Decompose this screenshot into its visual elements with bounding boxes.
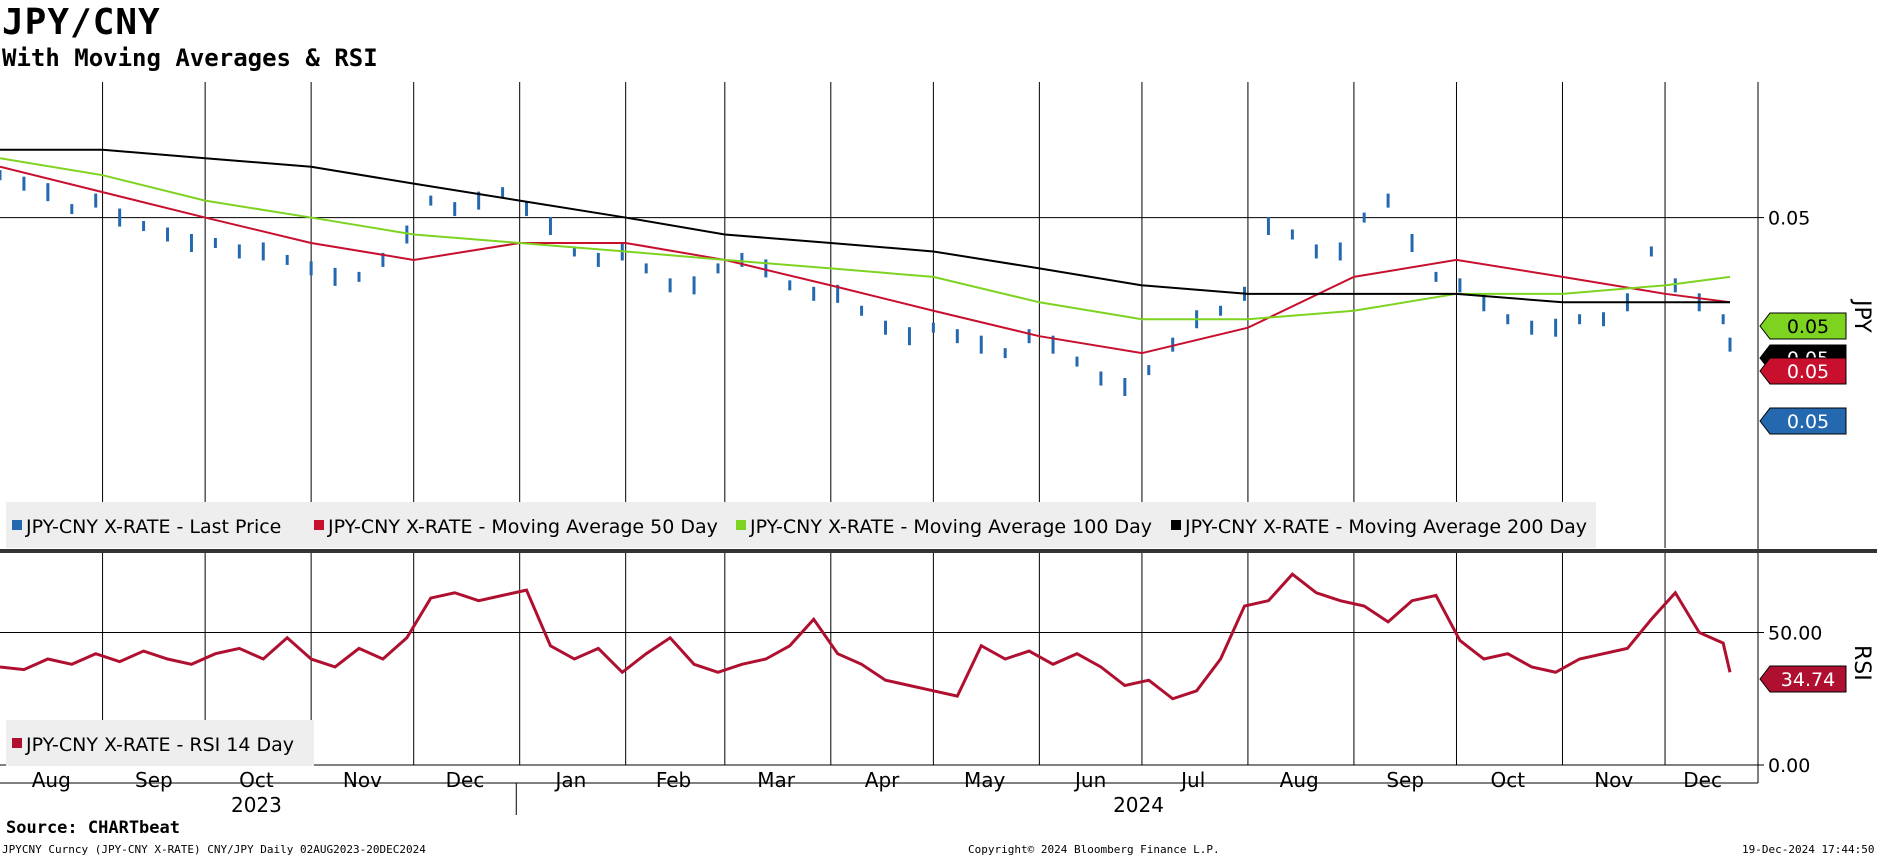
moving-average-line — [0, 148, 1730, 304]
price-legend: JPY-CNY X-RATE - Last Price JPY-CNY X-RAT… — [6, 502, 1596, 548]
rsi-marker: 34.74 — [1759, 665, 1847, 693]
ma50-marker: 0.05 — [1759, 357, 1847, 385]
price-marker-label: 0.05 — [1787, 411, 1829, 433]
x-year-label: 2023 — [231, 793, 282, 815]
legend-swatch — [1171, 520, 1181, 530]
y-tick-label: 0.05 — [1768, 208, 1810, 230]
x-tick-label: Apr — [865, 768, 900, 792]
legend-swatch — [736, 520, 746, 530]
x-tick-label: Feb — [656, 768, 691, 792]
x-tick-label: May — [964, 768, 1006, 792]
source-label: Source: CHARTbeat — [6, 818, 180, 838]
price-legend-bg — [6, 502, 1596, 548]
x-year-label: 2024 — [1113, 793, 1164, 815]
rsi-marker-shape — [1759, 665, 1847, 693]
x-tick-label: Sep — [135, 768, 173, 792]
x-tick-label: Oct — [1490, 768, 1525, 792]
ma100-marker-shape — [1759, 312, 1847, 340]
rsi-marker-label: 34.74 — [1781, 669, 1835, 691]
rsi-legend-bg — [6, 720, 314, 766]
x-tick-label: Jun — [1073, 768, 1106, 792]
chart-canvas: 0.05 50.00 0.00 JPY RSI Aug Sep Oct Nov Dec Jan Feb… — [0, 82, 1877, 815]
price-series — [0, 170, 1732, 397]
legend-swatch — [12, 738, 22, 748]
y-tick-label: 0.00 — [1768, 755, 1810, 777]
legends: JPY-CNY X-RATE - Last Price JPY-CNY X-RAT… — [6, 502, 1596, 766]
x-tick-label: Sep — [1386, 768, 1424, 792]
y-tick-label: 50.00 — [1768, 623, 1822, 645]
x-tick-label: Jan — [554, 768, 587, 792]
x-tick-label: Nov — [1594, 768, 1633, 792]
rsi-legend: JPY-CNY X-RATE - RSI 14 Day — [6, 720, 314, 766]
panel-divider — [0, 549, 1877, 553]
axes: 0.05 50.00 0.00 JPY RSI Aug Sep Oct Nov Dec Jan Feb… — [0, 82, 1877, 815]
legend-label: JPY-CNY X-RATE - Last Price — [25, 516, 281, 538]
footer-copyright: Copyright© 2024 Bloomberg Finance L.P. — [968, 843, 1220, 856]
x-tick-label: Aug — [1280, 768, 1319, 792]
y-axis-title: RSI — [1849, 645, 1874, 681]
moving-average-line — [0, 157, 1731, 321]
x-tick-label: Mar — [757, 768, 796, 792]
price-marker: 0.05 — [1759, 407, 1847, 435]
footer-ticker: JPYCNY Curncy (JPY-CNY X-RATE) CNY/JPY D… — [2, 843, 426, 856]
ma50-marker-shape — [1759, 357, 1847, 385]
x-tick-label: Dec — [1683, 768, 1722, 792]
chart-subtitle: With Moving Averages & RSI — [2, 44, 378, 72]
legend-label: JPY-CNY X-RATE - RSI 14 Day — [25, 734, 294, 756]
legend-swatch — [314, 520, 324, 530]
grid-lines — [0, 82, 1758, 766]
ma100-marker: 0.05 — [1759, 312, 1847, 340]
x-tick-label: Nov — [343, 768, 382, 792]
moving-average-series — [0, 148, 1731, 355]
footer-timestamp: 19-Dec-2024 17:44:50 — [1742, 843, 1875, 856]
x-tick-label: Aug — [32, 768, 71, 792]
x-tick-label: Dec — [446, 768, 485, 792]
legend-label: JPY-CNY X-RATE - Moving Average 100 Day — [749, 516, 1152, 538]
rsi-series — [0, 572, 1732, 701]
price-marker-shape — [1759, 407, 1847, 435]
legend-label: JPY-CNY X-RATE - Moving Average 200 Day — [1184, 516, 1587, 538]
x-tick-label: Jul — [1179, 768, 1205, 792]
moving-average-line — [0, 165, 1731, 355]
rsi-line — [0, 572, 1732, 701]
ma50-marker-label: 0.05 — [1787, 361, 1829, 383]
legend-label: JPY-CNY X-RATE - Moving Average 50 Day — [327, 516, 718, 538]
legend-swatch — [12, 520, 22, 530]
ma100-marker-label: 0.05 — [1787, 316, 1829, 338]
x-tick-label: Oct — [239, 768, 274, 792]
y-axis-title: JPY — [1849, 298, 1874, 333]
chart-title: JPY/CNY — [2, 2, 161, 43]
